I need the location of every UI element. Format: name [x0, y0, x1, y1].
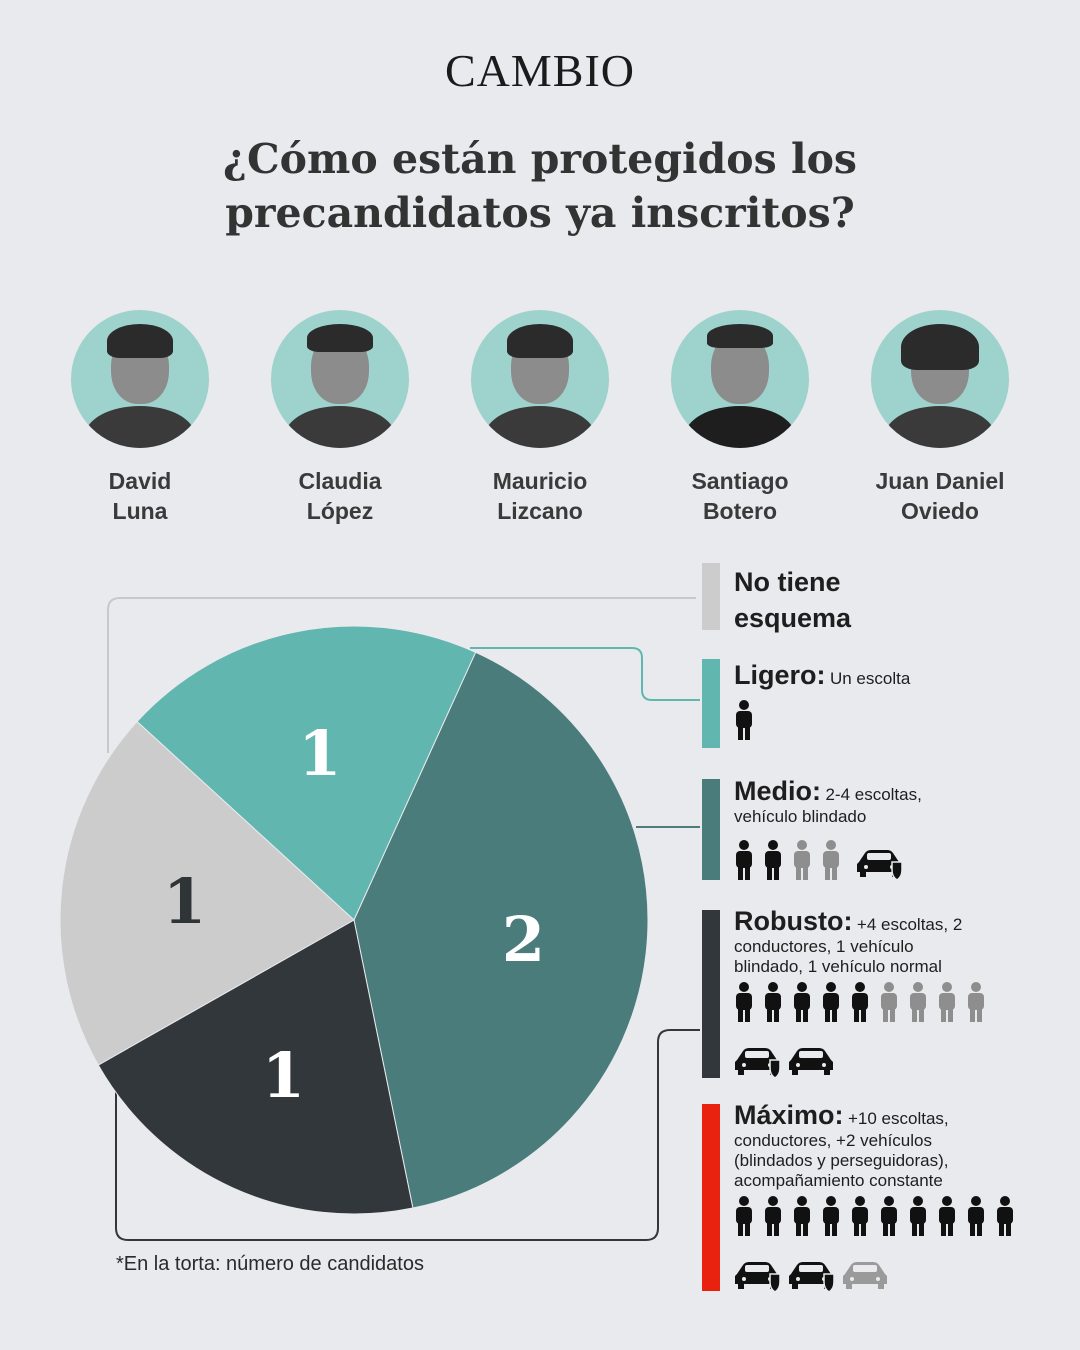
candidate-juan-daniel-oviedo: Juan Daniel Oviedo	[850, 310, 1030, 526]
escort-icon	[823, 1196, 839, 1236]
legend-desc: +10 escoltas, conductores, +2 vehículos …	[734, 1109, 949, 1190]
escort-icon	[736, 700, 752, 740]
candidate-name: Santiago Botero	[691, 468, 789, 524]
legend-item-maximo: Máximo: +10 escoltas, conductores, +2 ve…	[734, 1100, 984, 1191]
escort-icon	[823, 840, 839, 880]
escort-icon	[736, 982, 752, 1022]
escort-icon	[736, 840, 752, 880]
pie-slice-label: 1	[298, 717, 341, 790]
pie-slice-label: 1	[262, 1039, 305, 1112]
avatar	[671, 310, 809, 448]
escort-icon	[939, 982, 955, 1022]
avatar	[71, 310, 209, 448]
candidate-david-luna: David Luna	[50, 310, 230, 526]
escort-icon	[794, 1196, 810, 1236]
avatar	[271, 310, 409, 448]
pie-slice-robusto	[97, 919, 414, 1215]
legend-item-medio: Medio: 2-4 escoltas, vehículo blindado	[734, 776, 954, 827]
escort-icon	[997, 1196, 1013, 1236]
pie-slice-label: 2	[502, 903, 545, 976]
candidate-mauricio-lizcano: Mauricio Lizcano	[450, 310, 630, 526]
page-title: ¿Cómo están protegidos los precandidatos…	[222, 135, 858, 237]
legend-swatch-maximo	[702, 1104, 720, 1291]
escort-icon	[881, 1196, 897, 1236]
avatar	[871, 310, 1009, 448]
legend-icons-ligero	[734, 700, 764, 742]
escort-icon	[794, 840, 810, 880]
escort-icon	[823, 982, 839, 1022]
legend-swatch-ligero	[702, 659, 720, 748]
pie-slice-ligero	[136, 625, 477, 921]
legend-swatch-none	[702, 563, 720, 630]
escort-icon	[968, 1196, 984, 1236]
escort-icon	[852, 1196, 868, 1236]
chart-footnote: *En la torta: número de candidatos	[116, 1253, 424, 1275]
legend-desc: 2-4 escoltas, vehículo blindado	[734, 785, 922, 826]
escort-icon	[765, 1196, 781, 1236]
candidate-name: David Luna	[108, 468, 172, 524]
legend-label: Medio:	[734, 776, 821, 806]
pie-slice-label: 1	[163, 865, 206, 938]
legend-icons-medio	[734, 840, 910, 887]
pie-chart: 1 2 1 1	[59, 597, 700, 1241]
car-icon	[789, 1048, 833, 1075]
legend-swatch-medio	[702, 779, 720, 880]
armored-car-icon	[735, 1048, 781, 1079]
legend-item-robusto: Robusto: +4 escoltas, 2 conductores, 1 v…	[734, 906, 974, 977]
connector-line	[115, 1029, 700, 1241]
brand-logo: CAMBIO	[444, 45, 636, 96]
legend-desc: +4 escoltas, 2 conductores, 1 vehículo b…	[734, 915, 963, 976]
legend-label: Ligero:	[734, 660, 826, 690]
escort-icon	[939, 1196, 955, 1236]
escort-icon	[881, 982, 897, 1022]
escort-icon	[852, 982, 868, 1022]
candidate-claudia-lopez: Claudia López	[250, 310, 430, 526]
legend-item-none: No tiene esquema	[734, 564, 874, 636]
escort-icon	[736, 1196, 752, 1236]
armored-car-icon	[735, 1262, 781, 1293]
escort-icon	[968, 982, 984, 1022]
connector-line	[107, 597, 696, 753]
legend-label: Máximo:	[734, 1100, 844, 1130]
escort-icon	[794, 982, 810, 1022]
connector-line	[470, 647, 700, 701]
escort-icon	[765, 982, 781, 1022]
candidate-name: Mauricio Lizcano	[492, 468, 588, 524]
legend-label: No tiene esquema	[734, 567, 852, 633]
escort-icon	[910, 982, 926, 1022]
legend-swatch-robusto	[702, 910, 720, 1078]
car-icon	[843, 1262, 887, 1289]
armored-car-icon	[789, 1262, 835, 1293]
legend-item-ligero: Ligero: Un escolta	[734, 660, 1034, 691]
candidate-santiago-botero: Santiago Botero	[650, 310, 830, 526]
legend-icons-robusto	[734, 982, 995, 1080]
legend-label: Robusto:	[734, 906, 853, 936]
escort-icon	[765, 840, 781, 880]
pie-slice-medio	[353, 651, 649, 1209]
avatar	[471, 310, 609, 448]
legend-desc: Un escolta	[829, 669, 911, 688]
candidate-name: Claudia López	[298, 468, 382, 524]
legend-icons-maximo	[734, 1196, 1024, 1294]
escort-icon	[910, 1196, 926, 1236]
pie-slice-no-tiene-esquema	[59, 720, 355, 1066]
armored-car-icon	[857, 850, 903, 881]
candidate-name: Juan Daniel Oviedo	[875, 468, 1005, 524]
